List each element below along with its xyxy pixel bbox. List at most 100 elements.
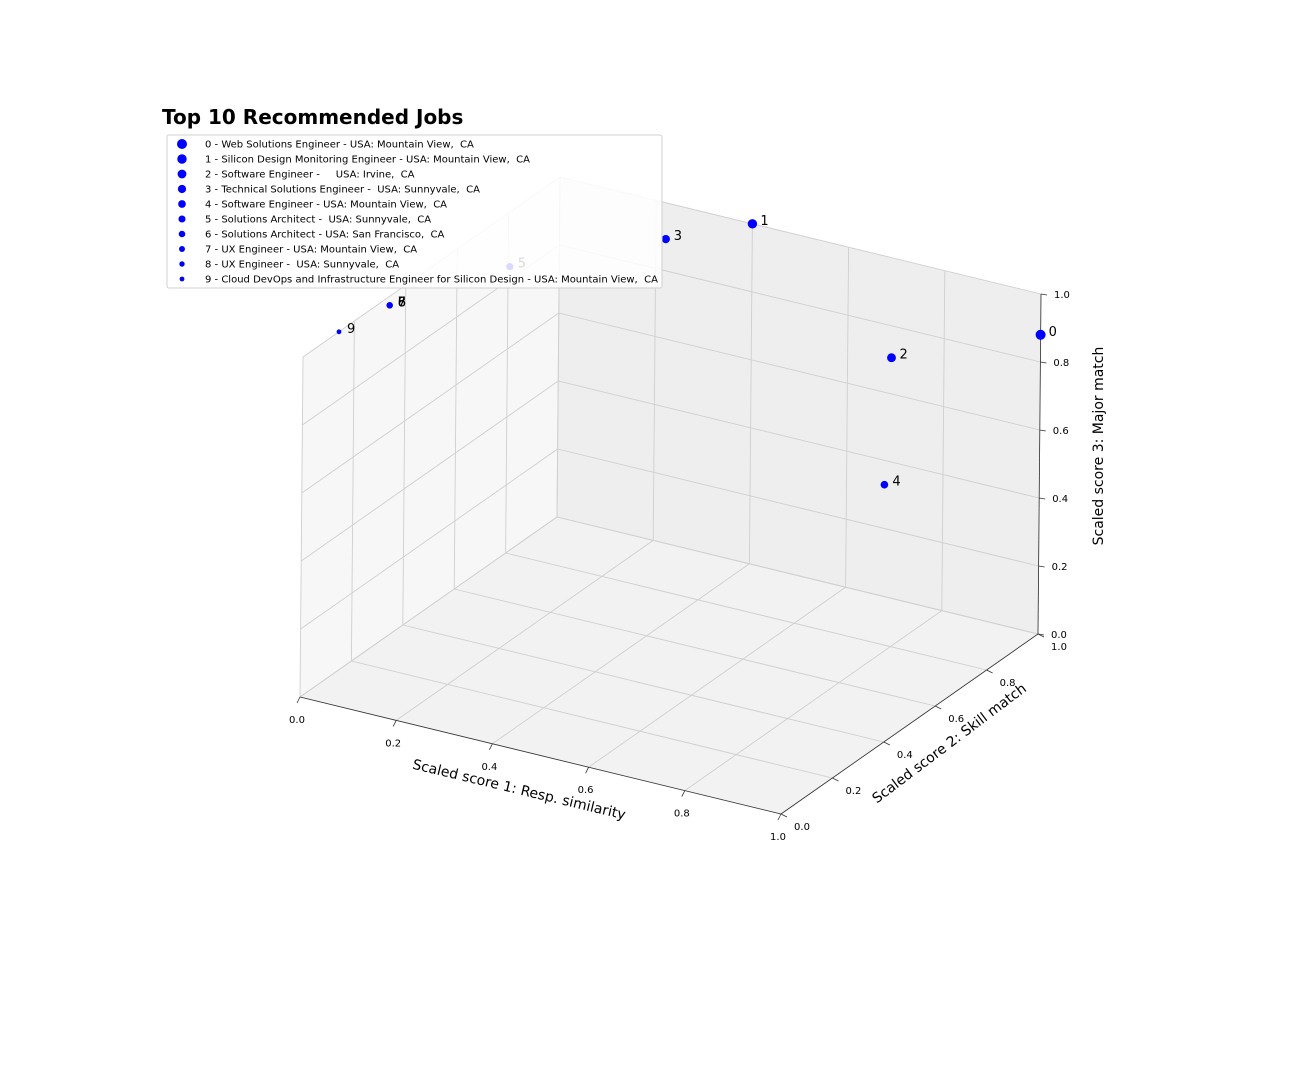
legend-entry: 3 - Technical Solutions Engineer - USA: …: [205, 185, 480, 196]
floor-gridline-y: [402, 624, 884, 743]
data-point-3: [661, 234, 670, 244]
point-label-1: 1: [760, 214, 768, 229]
back-gridline-z: [557, 448, 1039, 567]
x-tick-mark: [392, 720, 397, 727]
z-tick-label: 1.0: [1054, 290, 1070, 301]
left-gridline-y: [350, 320, 355, 662]
point-label-4: 4: [892, 475, 900, 490]
floor-gridline-x: [588, 586, 846, 768]
back-gridline-x: [845, 247, 850, 588]
floor-gridline-y: [556, 516, 1039, 635]
z-tick-label: 0.2: [1052, 562, 1068, 573]
floor-gridline-y: [454, 588, 936, 707]
y-tick-mark: [1037, 633, 1045, 638]
legend-marker: [177, 154, 187, 164]
data-point-8: [387, 302, 393, 308]
left-gridline-y: [299, 356, 304, 698]
legend-entry: 4 - Software Engineer - USA: Mountain Vi…: [205, 200, 447, 211]
legend-entry: 9 - Cloud DevOps and Infrastructure Engi…: [205, 275, 658, 286]
floor-gridline-y: [351, 660, 833, 779]
legend-marker: [179, 246, 185, 252]
z-axis-line: [1037, 293, 1042, 635]
left-gridline-y: [402, 284, 407, 626]
x-tick-mark: [296, 696, 301, 704]
data-point-1: [747, 219, 758, 229]
point-label-7: 7: [398, 295, 406, 310]
tick-labels: 0.0 0.0 0.0 0.2 0.2 0.2 0.4 0.4 0.4 0.6 0.6 0.6 0.8 0…: [289, 290, 1070, 843]
y-tick-label: 1.0: [1051, 642, 1067, 653]
legend-entry: 1 - Silicon Design Monitoring Engineer -…: [205, 155, 530, 166]
back-gridline-x: [748, 223, 753, 564]
point-label-2: 2: [900, 348, 908, 363]
legend-marker: [178, 230, 186, 238]
z-axis-label: Scaled score 3: Major match: [1091, 347, 1107, 546]
floor-gridline-x: [492, 563, 750, 745]
x-tick-mark: [777, 813, 782, 821]
left-gridline-z: [300, 448, 558, 630]
floor-gridline-x: [395, 540, 654, 721]
left-gridline-z: [299, 516, 558, 698]
grid-lines: [299, 176, 1042, 815]
legend-entry: 6 - Solutions Architect - USA: San Franc…: [205, 230, 445, 241]
data-point-2: [887, 353, 896, 363]
z-tick-mark: [1038, 565, 1045, 568]
y-tick-mark: [832, 777, 839, 782]
legend-marker: [177, 169, 187, 179]
z-tick-label: 0.4: [1052, 494, 1068, 505]
legend-box: [166, 134, 663, 289]
data-point-0: [1035, 329, 1046, 340]
x-tick-label: 0.8: [674, 809, 690, 820]
left-gridline-z: [300, 380, 559, 562]
x-tick-label: 0.0: [289, 715, 305, 726]
back-gridline-z: [558, 380, 1040, 499]
data-point-4: [880, 480, 889, 489]
data-point-9: [336, 329, 342, 335]
x-tick-mark: [489, 743, 493, 750]
z-tick-mark: [1040, 361, 1047, 364]
y-axis-line: [780, 633, 1039, 815]
floor-pane: [300, 517, 1038, 814]
legend-marker: [179, 276, 185, 282]
y-tick-mark: [935, 705, 942, 710]
point-label-3: 3: [674, 229, 682, 244]
y-tick-label: 0.0: [794, 822, 810, 833]
legend-marker: [178, 215, 186, 223]
back-gridline-x: [941, 270, 946, 611]
y-tick-mark: [986, 669, 993, 674]
back-gridline-z: [558, 312, 1040, 431]
floor-gridline-y: [505, 552, 987, 671]
left-pane: [300, 177, 560, 697]
left-gridline-z: [301, 312, 560, 494]
x-axis-line: [299, 696, 782, 815]
x-tick-mark: [585, 767, 589, 774]
y-tick-label: 0.2: [845, 786, 861, 797]
legend-marker: [179, 261, 185, 267]
z-tick-label: 0.6: [1053, 426, 1069, 437]
point-label-6: 6: [398, 295, 406, 310]
y-tick-mark: [883, 741, 890, 746]
z-tick-mark: [1039, 497, 1046, 500]
x-tick-label: 0.2: [385, 738, 401, 749]
legend-entry: 0 - Web Solutions Engineer - USA: Mounta…: [205, 140, 474, 151]
x-tick-label: 0.6: [578, 785, 594, 796]
legend-entry: 8 - UX Engineer - USA: Sunnyvale, CA: [205, 260, 399, 271]
point-label-0: 0: [1049, 325, 1057, 340]
legend-marker: [177, 184, 187, 194]
x-tick-label: 1.0: [770, 832, 786, 843]
z-tick-label: 0.0: [1051, 630, 1067, 641]
x-tick-label: 0.4: [481, 762, 497, 773]
legend-entry: 5 - Solutions Architect - USA: Sunnyvale…: [205, 215, 431, 226]
z-tick-mark: [1040, 293, 1048, 296]
chart-title: Top 10 Recommended Jobs: [162, 105, 463, 129]
axis-panes: [300, 177, 1041, 814]
legend-marker: [178, 200, 186, 208]
legend-marker: [177, 139, 187, 149]
x-tick-mark: [681, 790, 686, 797]
left-gridline-y: [453, 248, 458, 590]
legend-entry: 2 - Software Engineer - USA: Irvine, CA: [205, 170, 415, 181]
floor-gridline-x: [684, 610, 943, 791]
z-tick-mark: [1039, 429, 1046, 432]
axis-lines: [299, 293, 1042, 815]
y-tick-mark: [780, 813, 788, 818]
